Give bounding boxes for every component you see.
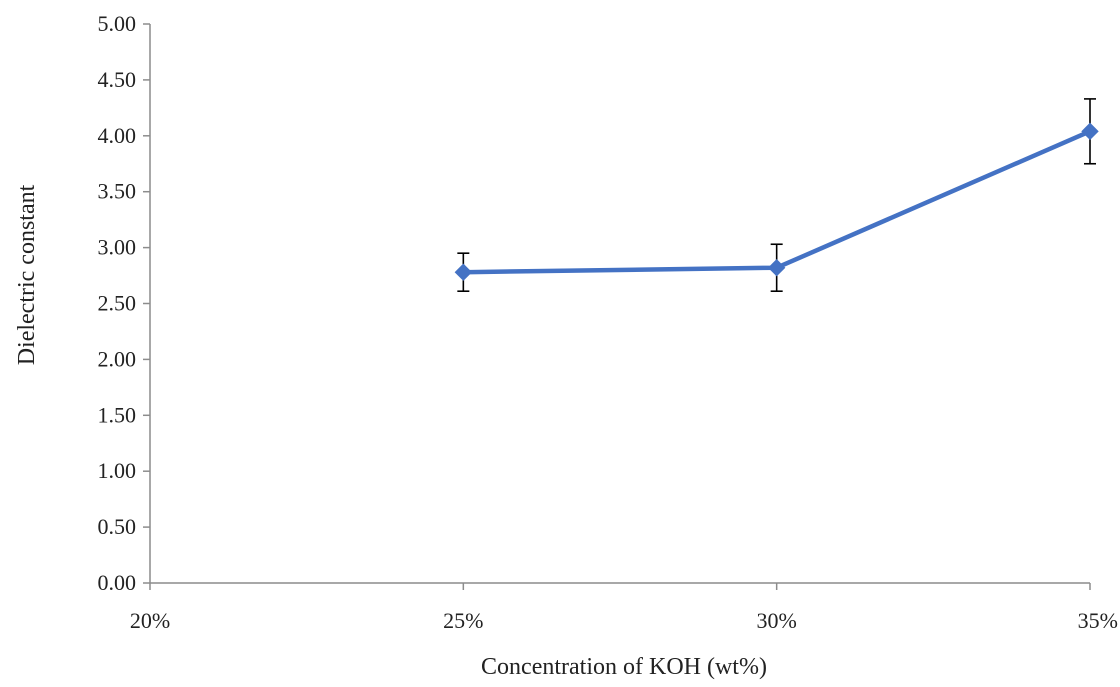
y-tick-label: 1.50: [98, 402, 137, 427]
y-tick-label: 4.50: [98, 67, 137, 92]
y-tick-label: 2.50: [98, 291, 137, 316]
y-tick-label: 2.00: [98, 346, 137, 371]
y-axis-title: Dielectric constant: [14, 184, 40, 365]
x-tick-label: 30%: [757, 608, 797, 633]
axes: [149, 24, 1090, 584]
y-tick-label: 0.50: [98, 514, 137, 539]
x-tick-label: 20%: [130, 608, 170, 633]
x-tick-label: 25%: [443, 608, 483, 633]
y-axis-ticks: 0.00 0.50 1.00 1.50 2.00 2.50 3.00 3.50 4.00 4.50…: [98, 11, 150, 595]
data-point-marker: [767, 259, 786, 277]
data-point-marker: [454, 263, 473, 281]
y-tick-label: 0.00: [98, 570, 137, 595]
x-axis-title: Concentration of KOH (wt%): [481, 654, 767, 680]
y-tick-label: 4.00: [98, 123, 137, 148]
y-tick-label: 1.00: [98, 458, 137, 483]
y-tick-label: 5.00: [98, 11, 137, 36]
data-point-marker: [1081, 122, 1099, 141]
x-axis-ticks: 20% 25% 30% 35%: [130, 583, 1118, 633]
series: [454, 98, 1099, 293]
y-tick-label: 3.50: [98, 179, 137, 204]
y-tick-label: 3.00: [98, 235, 137, 260]
plot-area: [454, 98, 1099, 293]
x-tick-label: 35%: [1078, 608, 1118, 633]
